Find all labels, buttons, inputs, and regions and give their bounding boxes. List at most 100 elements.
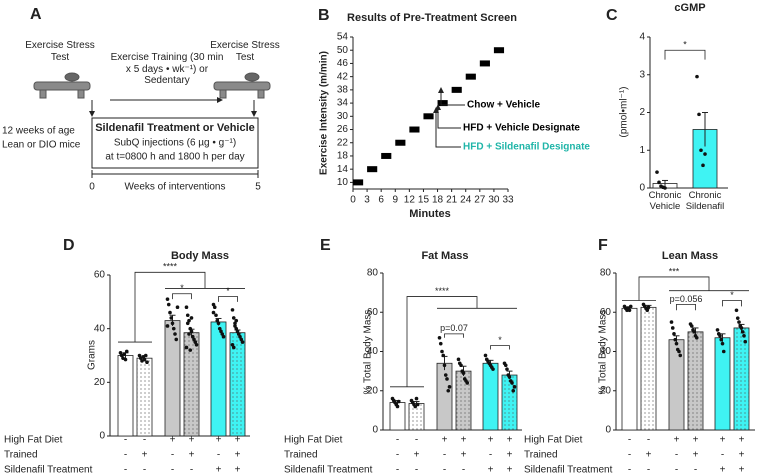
data-point <box>447 385 452 389</box>
condition-mark: + <box>739 465 745 474</box>
data-point <box>221 334 226 339</box>
y-tick-label: 38 <box>337 85 349 96</box>
y-tick-label: 14 <box>337 164 349 175</box>
data-point <box>142 357 147 362</box>
data-point <box>657 180 661 185</box>
condition-mark: - <box>628 435 631 446</box>
condition-mark: - <box>171 465 174 474</box>
data-point <box>395 404 400 409</box>
data-point <box>655 170 659 174</box>
data-point <box>414 396 419 401</box>
x-tick-label: 18 <box>432 195 444 206</box>
data-point <box>446 388 451 393</box>
data-point <box>456 357 461 362</box>
condition-mark: + <box>739 435 745 446</box>
y-tick-label: 80 <box>367 268 379 279</box>
data-point <box>443 373 448 377</box>
data-point <box>689 324 694 328</box>
condition-mark: + <box>693 435 699 446</box>
condition-mark: - <box>171 450 174 461</box>
bar <box>501 374 518 431</box>
bar <box>210 321 227 437</box>
x-tick-label-box: Chronic Sildenafil <box>686 191 725 212</box>
y-tick-label: 26 <box>337 124 349 135</box>
bar <box>117 355 134 437</box>
data-point <box>719 337 724 342</box>
panel-letter: A <box>30 6 42 23</box>
data-point <box>184 345 189 350</box>
condition-mark: + <box>235 435 241 446</box>
y-tick-label: 34 <box>337 98 349 109</box>
data-point <box>721 349 726 354</box>
treadmill-icon <box>33 72 271 99</box>
condition-mark: + <box>693 450 699 461</box>
condition-mark: + <box>488 435 494 446</box>
bar <box>733 327 750 431</box>
data-point <box>720 341 725 346</box>
condition-mark: + <box>216 465 222 474</box>
data-point <box>734 308 739 313</box>
y-tick-label: 40 <box>600 346 612 357</box>
data-point <box>187 332 191 336</box>
significance-bracket <box>406 296 478 387</box>
data-point <box>234 318 239 323</box>
x-tick-label-box: Chronic Vehicle <box>649 191 682 212</box>
data-point <box>694 335 699 340</box>
data-point <box>211 302 216 307</box>
data-point <box>672 332 676 336</box>
condition-mark: + <box>189 450 195 461</box>
x-tick-label: 6 <box>378 195 384 206</box>
data-point <box>628 304 633 309</box>
condition-mark: - <box>489 450 492 461</box>
condition-mark: + <box>507 435 513 446</box>
data-point <box>695 74 699 79</box>
data-point <box>438 341 443 346</box>
condition-label: High Fat Diet <box>4 435 63 446</box>
bar <box>640 306 657 431</box>
y-tick-label: 60 <box>600 307 612 318</box>
condition-mark: - <box>143 435 146 446</box>
condition-mark: - <box>124 450 127 461</box>
data-point <box>692 330 697 334</box>
condition-mark: + <box>720 435 726 446</box>
timeline-end: 5 <box>255 182 261 193</box>
training: Exercise Training (30 min x 5 days • wk⁻… <box>110 52 224 86</box>
x-tick-label: 30 <box>488 195 500 206</box>
data-point <box>505 367 509 371</box>
data-point <box>118 351 123 355</box>
data-point <box>173 332 177 336</box>
data-point <box>510 381 514 385</box>
data-point <box>437 335 442 340</box>
chart-title: Results of Pre-Treatment Screen <box>347 12 517 24</box>
bar <box>482 362 499 431</box>
panel-letter: B <box>318 7 330 24</box>
y-axis-label: Grams <box>87 340 98 370</box>
data-point <box>742 334 746 338</box>
treatment-line: SubQ injections (6 µg • g⁻¹) <box>114 138 236 149</box>
y-tick-label: 20 <box>94 377 106 388</box>
y-tick-label: 40 <box>367 346 379 357</box>
condition-mark: - <box>217 450 220 461</box>
y-tick-label: 0 <box>99 431 105 442</box>
data-point <box>511 388 516 393</box>
y-tick-label: 4 <box>639 32 645 43</box>
condition-mark: - <box>415 465 418 474</box>
data-point <box>175 305 180 310</box>
condition-mark: + <box>235 465 241 474</box>
timeline-label: Weeks of interventions <box>125 182 226 193</box>
data-point <box>236 332 241 336</box>
y-tick-label: 54 <box>337 32 349 43</box>
bar <box>668 339 685 431</box>
data-point <box>217 326 222 331</box>
data-point <box>396 399 401 404</box>
treatment-line: at t=0800 h and 1800 h per day <box>105 152 244 163</box>
data-point <box>123 357 128 362</box>
data-point <box>170 321 175 326</box>
significance-label: * <box>683 40 687 50</box>
condition-mark: - <box>143 465 146 474</box>
chart-title: cGMP <box>674 2 705 14</box>
data-point <box>216 321 221 326</box>
bar <box>621 307 638 431</box>
data-point <box>413 404 418 409</box>
